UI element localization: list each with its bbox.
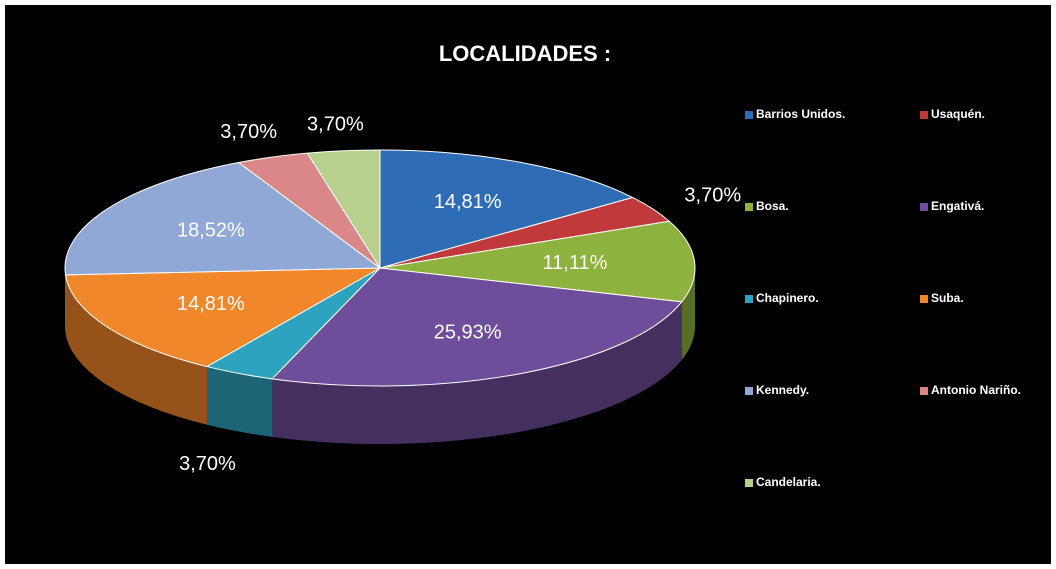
slice-side (65, 268, 66, 333)
slice (271, 267, 683, 387)
legend-label: Bosa. (756, 199, 789, 213)
slice (379, 149, 635, 269)
legend-label: Chapinero. (756, 291, 819, 305)
value-label: 3,70% (220, 121, 277, 143)
value-label: 18,52% (177, 220, 245, 242)
slice-side (681, 268, 695, 360)
legend-swatch (745, 111, 753, 119)
legend-label: Barrios Unidos. (756, 107, 845, 121)
value-label: 3,70% (307, 113, 364, 135)
legend-label: Engativá. (931, 199, 984, 213)
slice-side-shade (272, 301, 682, 444)
legend-swatch (745, 387, 753, 395)
slice-side (272, 301, 682, 444)
slice-side-shade (681, 268, 695, 360)
slice-side-shade (206, 366, 273, 437)
slice (64, 162, 382, 276)
value-label: 14,81% (177, 293, 245, 315)
legend-label: Candelaria. (756, 475, 821, 489)
slice (64, 267, 381, 368)
slice-side (206, 366, 273, 437)
value-label: 11,11% (543, 252, 608, 274)
slice (306, 149, 381, 270)
legend-swatch (745, 295, 753, 303)
value-label: 14,81% (434, 191, 502, 213)
legend-label: Usaquén. (931, 107, 985, 121)
slice-side-shade (65, 274, 207, 425)
value-label: 3,70% (684, 184, 741, 206)
legend-swatch (920, 295, 928, 303)
legend-label: Suba. (931, 291, 964, 305)
chart-title: LOCALIDADES : (439, 41, 611, 66)
slice (379, 220, 696, 303)
slice-side (65, 274, 207, 425)
legend-swatch (745, 203, 753, 211)
legend-label: Antonio Nariño. (931, 383, 1021, 397)
legend-swatch (920, 387, 928, 395)
legend-swatch (920, 111, 928, 119)
legend-swatch (920, 203, 928, 211)
slice-side-shade (65, 268, 66, 333)
value-label: 25,93% (434, 322, 502, 344)
legend-label: Kennedy. (756, 383, 809, 397)
value-label: 3,70% (179, 453, 236, 475)
legend-swatch (745, 479, 753, 487)
